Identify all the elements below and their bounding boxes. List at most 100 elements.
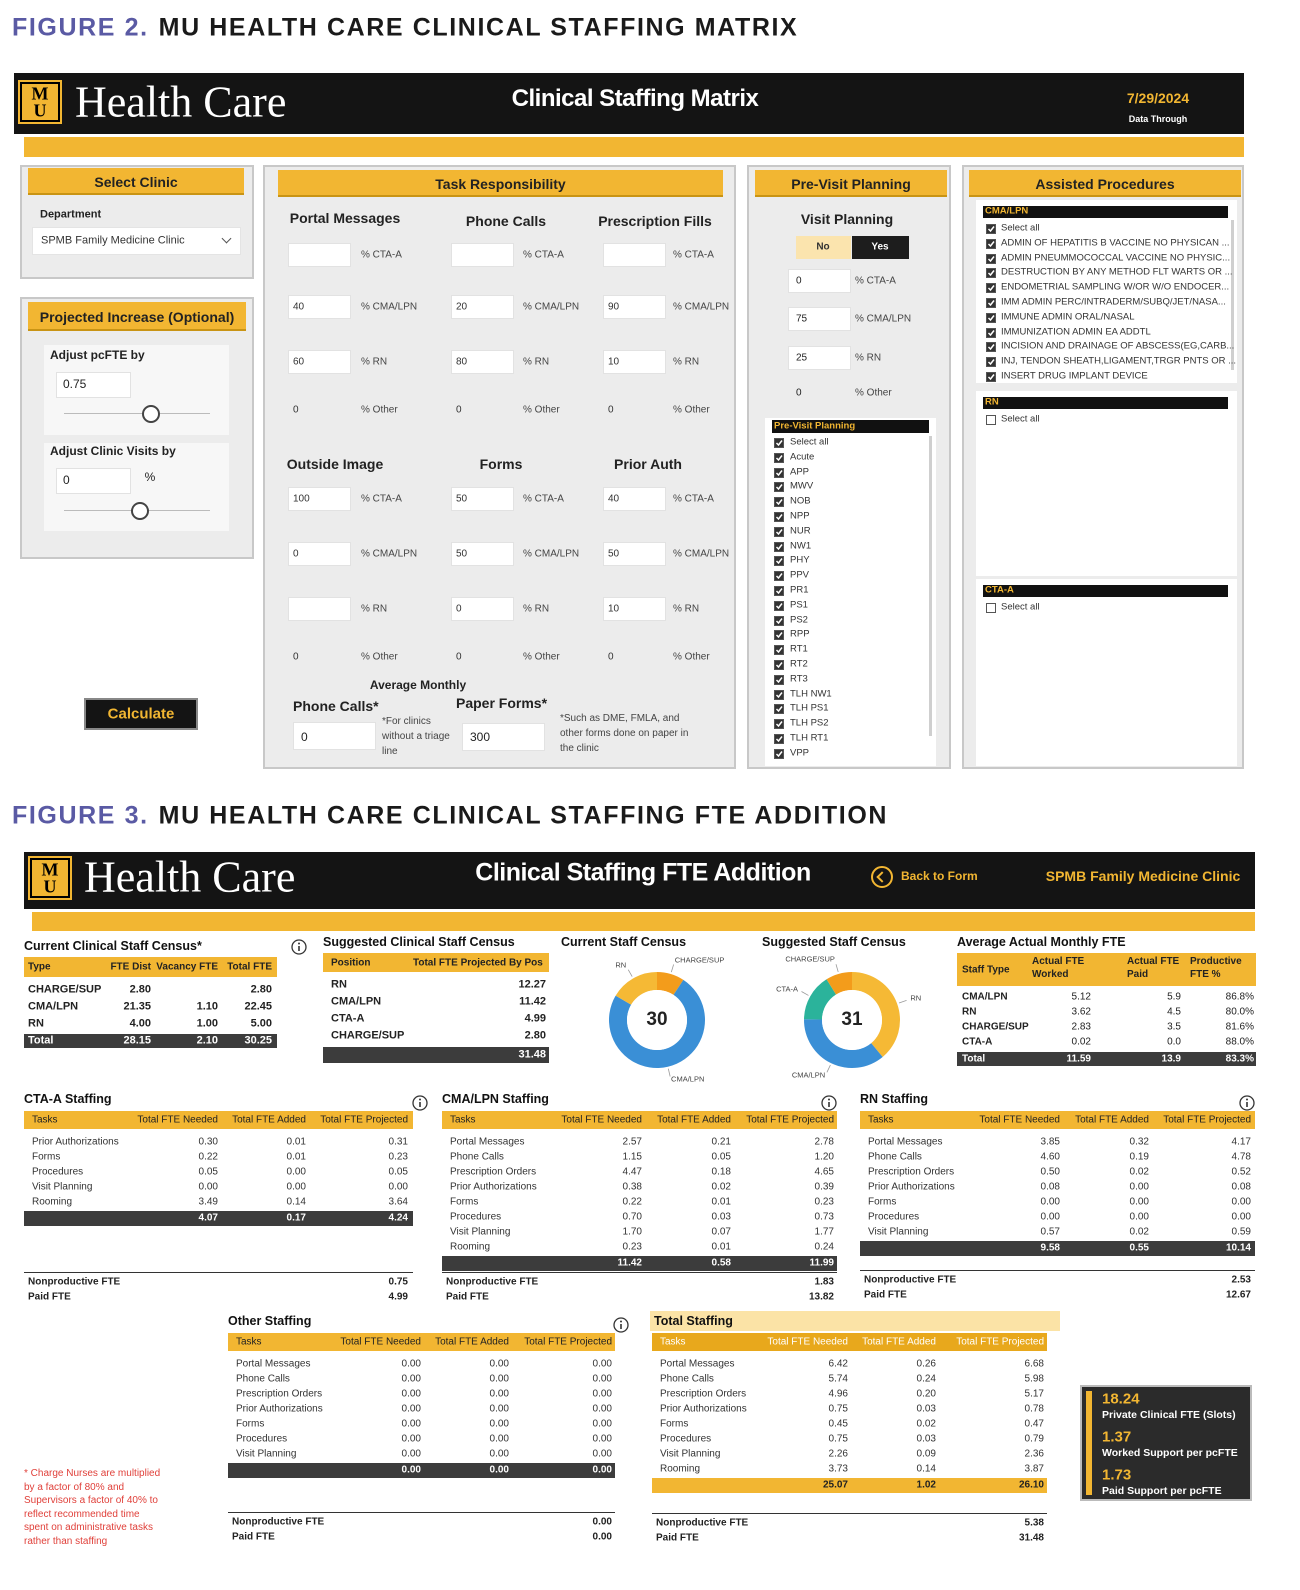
calculate-button[interactable] <box>84 698 198 730</box>
row-label: Procedures <box>32 1166 84 1178</box>
checkbox[interactable] <box>774 452 784 463</box>
checkbox[interactable] <box>774 748 784 759</box>
info-dot <box>298 942 300 945</box>
input-box[interactable] <box>56 372 131 398</box>
input-box[interactable] <box>451 243 514 267</box>
toggle-option[interactable] <box>852 236 909 259</box>
checkbox[interactable] <box>986 238 996 249</box>
input-box[interactable] <box>603 487 666 511</box>
checkbox[interactable] <box>986 603 996 613</box>
checkbox[interactable] <box>774 482 784 493</box>
input-box[interactable] <box>603 243 666 267</box>
checkmark <box>775 691 783 698</box>
input-box[interactable] <box>603 350 666 374</box>
slider-handle[interactable] <box>142 405 160 423</box>
input-box[interactable] <box>451 295 514 319</box>
checkbox[interactable] <box>774 660 784 670</box>
checkbox[interactable] <box>774 556 784 567</box>
checkbox[interactable] <box>774 645 784 656</box>
back-icon[interactable] <box>871 866 893 888</box>
footer-value: 4.99 <box>388 1291 408 1303</box>
checkbox[interactable] <box>774 704 784 715</box>
input-value: 40 <box>293 301 305 313</box>
input-box[interactable] <box>288 597 351 621</box>
cell-value: 0.70 <box>622 1211 642 1223</box>
checkbox[interactable] <box>774 689 784 700</box>
slider-handle[interactable] <box>131 502 149 520</box>
toggle-option[interactable] <box>796 236 851 259</box>
cell-value: 0.24 <box>814 1241 834 1253</box>
input-box[interactable] <box>451 487 514 511</box>
checkbox[interactable] <box>774 571 784 582</box>
dropdown[interactable] <box>32 227 241 255</box>
figure-number: FIGURE 3. <box>12 801 149 830</box>
row-label: Prescription Orders <box>660 1388 747 1400</box>
input-box[interactable] <box>603 295 666 319</box>
checkbox[interactable] <box>986 357 996 368</box>
total-row <box>24 1211 413 1226</box>
cell-value: 0.00 <box>592 1388 612 1400</box>
total-cell: 10.14 <box>1225 1242 1251 1254</box>
checkbox[interactable] <box>986 372 996 382</box>
checkbox[interactable] <box>986 253 996 264</box>
cell-value: 4.78 <box>1231 1151 1251 1163</box>
checkbox[interactable] <box>774 512 784 522</box>
input-box[interactable] <box>56 468 131 494</box>
cell-value: 88.0% <box>1225 1036 1254 1048</box>
checkbox[interactable] <box>986 224 996 234</box>
checkbox[interactable] <box>774 600 784 611</box>
input-box[interactable] <box>788 346 851 370</box>
checkbox[interactable] <box>986 298 996 308</box>
input-unit: % RN <box>523 603 550 615</box>
input-unit: % CMA/LPN <box>361 301 418 313</box>
input-box[interactable] <box>451 597 514 621</box>
footer-label: Paid FTE <box>864 1289 907 1301</box>
total-cell: 11.99 <box>809 1257 834 1269</box>
input-box[interactable] <box>288 542 351 566</box>
input-box[interactable] <box>603 542 666 566</box>
input-box[interactable] <box>451 542 514 566</box>
checkbox[interactable] <box>986 283 996 294</box>
input-box[interactable] <box>462 723 545 751</box>
check-path <box>987 270 995 277</box>
row-label: Prior Authorizations <box>236 1403 323 1415</box>
cell-value: 0.0 <box>1167 1036 1181 1048</box>
list-header-label: RN <box>985 396 999 408</box>
segment-label: CHARGE/SUP <box>785 955 835 965</box>
checkbox[interactable] <box>774 541 784 552</box>
input-box[interactable] <box>288 350 351 374</box>
row-label: Prescription Orders <box>450 1166 537 1178</box>
checkbox[interactable] <box>774 586 784 596</box>
checkbox[interactable] <box>774 719 784 730</box>
leader-line <box>898 999 907 1004</box>
checkmark <box>775 617 783 624</box>
input-box[interactable] <box>788 269 851 293</box>
input-box[interactable] <box>603 597 666 621</box>
checkbox[interactable] <box>986 312 996 323</box>
checkbox[interactable] <box>774 526 784 537</box>
checkbox[interactable] <box>774 615 784 626</box>
checkbox[interactable] <box>986 415 996 425</box>
checkbox[interactable] <box>774 734 784 744</box>
input-box[interactable] <box>788 307 851 331</box>
checkbox[interactable] <box>774 467 784 478</box>
cell-value: 0.00 <box>198 1181 218 1193</box>
checkbox[interactable] <box>986 327 996 338</box>
list-item: Select all <box>1001 222 1040 234</box>
input-box[interactable] <box>288 295 351 319</box>
back-link[interactable]: Back to Form <box>901 869 978 884</box>
checkbox[interactable] <box>986 342 996 353</box>
checkbox[interactable] <box>774 674 784 685</box>
checkbox[interactable] <box>774 630 784 641</box>
checkbox[interactable] <box>986 268 996 279</box>
list-header-label: Pre-Visit Planning <box>774 420 856 432</box>
input-box[interactable] <box>293 722 376 750</box>
input-box[interactable] <box>288 243 351 267</box>
input-box[interactable] <box>288 487 351 511</box>
checkbox[interactable] <box>774 497 784 508</box>
checkbox[interactable] <box>774 438 784 448</box>
footer-value: 2.53 <box>1231 1274 1251 1286</box>
list-item: PS1 <box>790 599 808 611</box>
input-box[interactable] <box>451 350 514 374</box>
cell-value: 1.20 <box>814 1151 834 1163</box>
